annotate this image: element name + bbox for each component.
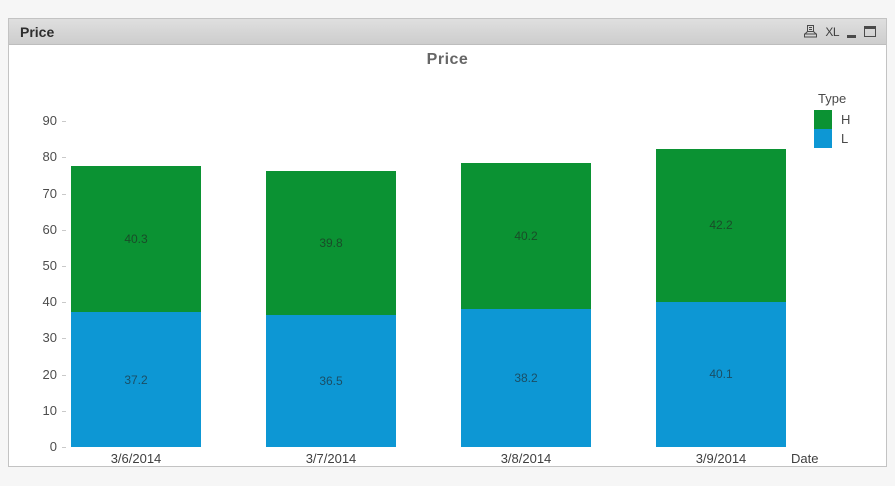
- y-axis-tick-mark: [62, 229, 66, 231]
- y-axis-tick-mark: [62, 193, 66, 195]
- maximize-icon[interactable]: [864, 26, 876, 37]
- y-axis-tick-label: 0: [49, 439, 57, 454]
- bar-segment-h[interactable]: 40.2: [461, 163, 591, 309]
- y-axis-tick-mark: [62, 338, 66, 340]
- y-axis-tick-mark: [62, 157, 66, 159]
- y-axis-tick-mark: [62, 447, 66, 448]
- y-axis-tick-mark: [62, 302, 66, 304]
- bar-segment-h[interactable]: 42.2: [656, 149, 786, 302]
- bar-segment-h[interactable]: 40.3: [71, 166, 201, 313]
- y-axis-tick-mark: [62, 266, 66, 267]
- bar-segment-l[interactable]: 38.2: [461, 308, 591, 447]
- minimize-glyph: [847, 34, 856, 38]
- plot-area: 0 10 20 30 40 50 60 70 80 90 37.2 40.3 3/6/2014 36.5 3…: [9, 45, 886, 466]
- bar-value-label: 40.2: [514, 228, 538, 243]
- bar-segment-l[interactable]: 40.1: [656, 301, 786, 447]
- minimize-icon[interactable]: [847, 26, 856, 38]
- y-axis-tick-label: 70: [42, 185, 57, 201]
- maximize-glyph: [864, 26, 876, 37]
- chart-window: Price XL Price 0 10 20: [8, 18, 887, 467]
- y-axis-tick-label: 10: [42, 402, 57, 418]
- x-axis-title: Date: [791, 451, 819, 466]
- y-axis-tick-mark: [62, 374, 66, 376]
- y-axis-tick-mark: [62, 410, 66, 412]
- bar-segment-l[interactable]: 37.2: [71, 312, 201, 447]
- y-axis-tick-label: 40: [42, 294, 57, 310]
- y-axis-tick-label: 20: [42, 366, 57, 382]
- y-axis-tick-mark: [62, 121, 66, 123]
- bar-value-label: 40.1: [709, 367, 733, 382]
- chart-area: Price 0 10 20 30 40 50 60 70 80 90 37.2 40.3 3/6/201…: [9, 45, 886, 466]
- x-axis-tick-label[interactable]: 3/8/2014: [500, 451, 552, 466]
- x-axis-tick-label[interactable]: 3/6/2014: [110, 451, 162, 466]
- x-axis-tick-label[interactable]: 3/7/2014: [305, 451, 357, 466]
- bar-segment-l[interactable]: 36.5: [266, 314, 396, 447]
- bar-value-label: 36.5: [319, 373, 343, 388]
- y-axis-tick-label: 80: [42, 149, 57, 165]
- bar-segment-h[interactable]: 39.8: [266, 170, 396, 315]
- excel-export-label: XL: [825, 24, 839, 39]
- y-axis-tick-label: 60: [42, 221, 57, 237]
- bar-value-label: 40.3: [124, 232, 148, 247]
- caption-icons: XL: [804, 25, 886, 39]
- chart-title: Price: [426, 51, 469, 68]
- bar-value-label: 39.8: [319, 235, 343, 250]
- bar-value-label: 37.2: [124, 372, 148, 387]
- legend-swatch-l[interactable]: [814, 129, 832, 148]
- y-axis-tick-label: 30: [42, 330, 57, 346]
- x-axis-tick-label[interactable]: 3/9/2014: [695, 451, 747, 466]
- legend-label: L: [841, 131, 849, 146]
- legend-item-l[interactable]: L: [801, 129, 850, 148]
- legend-label: H: [841, 112, 851, 127]
- window-caption-bar[interactable]: Price XL: [9, 19, 886, 45]
- legend-title: Type: [818, 91, 847, 106]
- legend-item-h[interactable]: H: [801, 110, 850, 129]
- window-title: Price: [20, 23, 55, 40]
- legend-swatch-h[interactable]: [814, 110, 832, 129]
- bar-value-label: 42.2: [709, 218, 733, 233]
- bar-value-label: 38.2: [514, 370, 538, 385]
- excel-export-icon[interactable]: XL: [825, 25, 839, 39]
- print-icon[interactable]: [804, 25, 818, 38]
- y-axis-tick-label: 50: [42, 258, 57, 273]
- y-axis-tick-label: 90: [42, 113, 57, 129]
